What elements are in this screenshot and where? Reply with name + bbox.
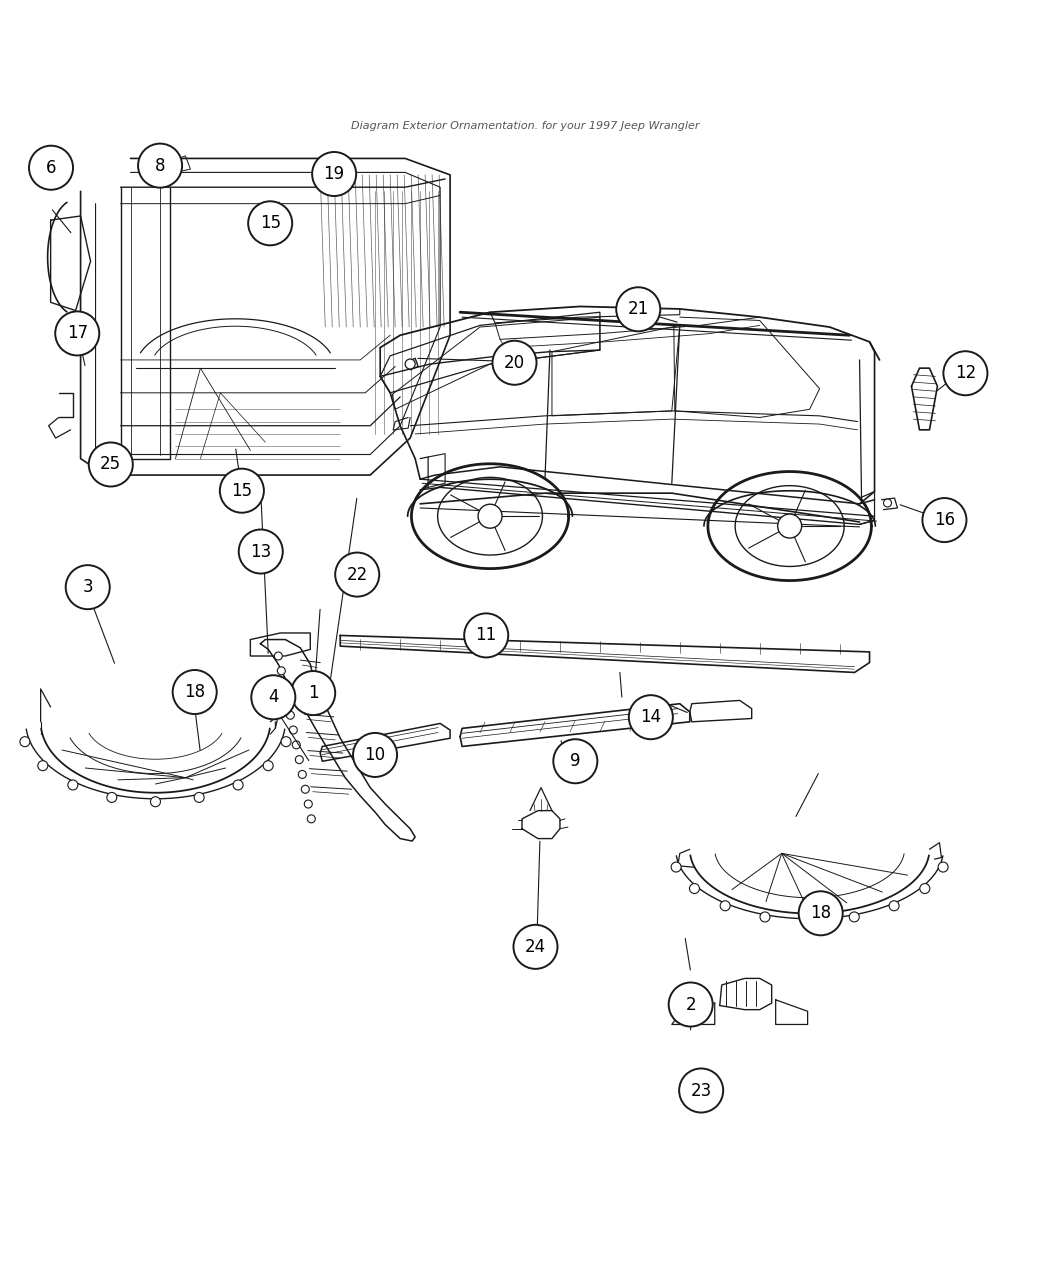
- Circle shape: [353, 733, 397, 776]
- Circle shape: [464, 613, 508, 658]
- Circle shape: [66, 565, 110, 609]
- Circle shape: [920, 884, 930, 894]
- Circle shape: [251, 676, 295, 719]
- Text: 2: 2: [686, 996, 696, 1014]
- Text: 15: 15: [259, 214, 280, 232]
- Circle shape: [292, 741, 300, 748]
- Text: 12: 12: [954, 365, 977, 382]
- Circle shape: [889, 900, 899, 910]
- Circle shape: [405, 360, 415, 368]
- Circle shape: [89, 442, 132, 487]
- Circle shape: [778, 514, 801, 538]
- Text: 14: 14: [640, 708, 662, 727]
- Circle shape: [720, 900, 730, 910]
- Circle shape: [513, 924, 558, 969]
- Text: 19: 19: [323, 164, 344, 184]
- Text: 10: 10: [364, 746, 385, 764]
- Circle shape: [284, 696, 291, 704]
- Circle shape: [219, 469, 264, 513]
- Circle shape: [492, 340, 537, 385]
- Text: 1: 1: [308, 685, 318, 703]
- Text: 9: 9: [570, 752, 581, 770]
- Text: 22: 22: [346, 566, 367, 584]
- Circle shape: [290, 725, 297, 734]
- Text: 4: 4: [268, 688, 278, 706]
- Circle shape: [298, 770, 307, 779]
- Circle shape: [194, 793, 204, 802]
- Circle shape: [849, 912, 859, 922]
- Circle shape: [938, 862, 948, 872]
- Circle shape: [799, 891, 843, 936]
- Circle shape: [68, 780, 78, 790]
- Text: 13: 13: [250, 543, 271, 561]
- Circle shape: [277, 667, 286, 674]
- Circle shape: [679, 1068, 723, 1113]
- Text: 15: 15: [231, 482, 252, 500]
- Circle shape: [107, 793, 117, 802]
- Circle shape: [287, 711, 294, 719]
- Text: 3: 3: [82, 578, 93, 597]
- Text: 8: 8: [154, 157, 165, 175]
- Circle shape: [616, 287, 660, 332]
- Text: 25: 25: [100, 455, 122, 473]
- Text: 18: 18: [811, 904, 832, 922]
- Circle shape: [56, 311, 100, 356]
- Circle shape: [943, 351, 987, 395]
- Text: Diagram Exterior Ornamentation. for your 1997 Jeep Wrangler: Diagram Exterior Ornamentation. for your…: [351, 121, 699, 130]
- Circle shape: [922, 499, 966, 542]
- Text: 20: 20: [504, 353, 525, 372]
- Circle shape: [291, 671, 335, 715]
- Circle shape: [669, 983, 713, 1026]
- Circle shape: [172, 669, 216, 714]
- Circle shape: [804, 915, 815, 926]
- Text: 23: 23: [691, 1081, 712, 1099]
- Circle shape: [629, 695, 673, 739]
- Circle shape: [553, 740, 597, 783]
- Circle shape: [312, 152, 356, 196]
- Circle shape: [301, 785, 310, 793]
- Circle shape: [138, 144, 182, 187]
- Circle shape: [38, 761, 48, 770]
- Circle shape: [29, 145, 74, 190]
- Text: 18: 18: [184, 683, 205, 701]
- Circle shape: [274, 652, 282, 660]
- Circle shape: [478, 504, 502, 528]
- Circle shape: [760, 912, 770, 922]
- Circle shape: [233, 780, 244, 790]
- Circle shape: [150, 797, 161, 807]
- Circle shape: [690, 884, 699, 894]
- Circle shape: [308, 815, 315, 822]
- Text: 6: 6: [46, 158, 57, 177]
- Circle shape: [304, 799, 312, 808]
- Circle shape: [281, 737, 291, 747]
- Text: 11: 11: [476, 626, 497, 644]
- Circle shape: [335, 552, 379, 597]
- Circle shape: [671, 862, 681, 872]
- Circle shape: [238, 529, 282, 574]
- Text: 16: 16: [933, 511, 956, 529]
- Text: 17: 17: [67, 324, 88, 343]
- Circle shape: [295, 756, 303, 764]
- Text: 24: 24: [525, 938, 546, 956]
- Text: 21: 21: [628, 301, 649, 319]
- Circle shape: [280, 682, 289, 690]
- Circle shape: [264, 761, 273, 770]
- Circle shape: [20, 737, 29, 747]
- Circle shape: [883, 499, 891, 507]
- Circle shape: [248, 201, 292, 245]
